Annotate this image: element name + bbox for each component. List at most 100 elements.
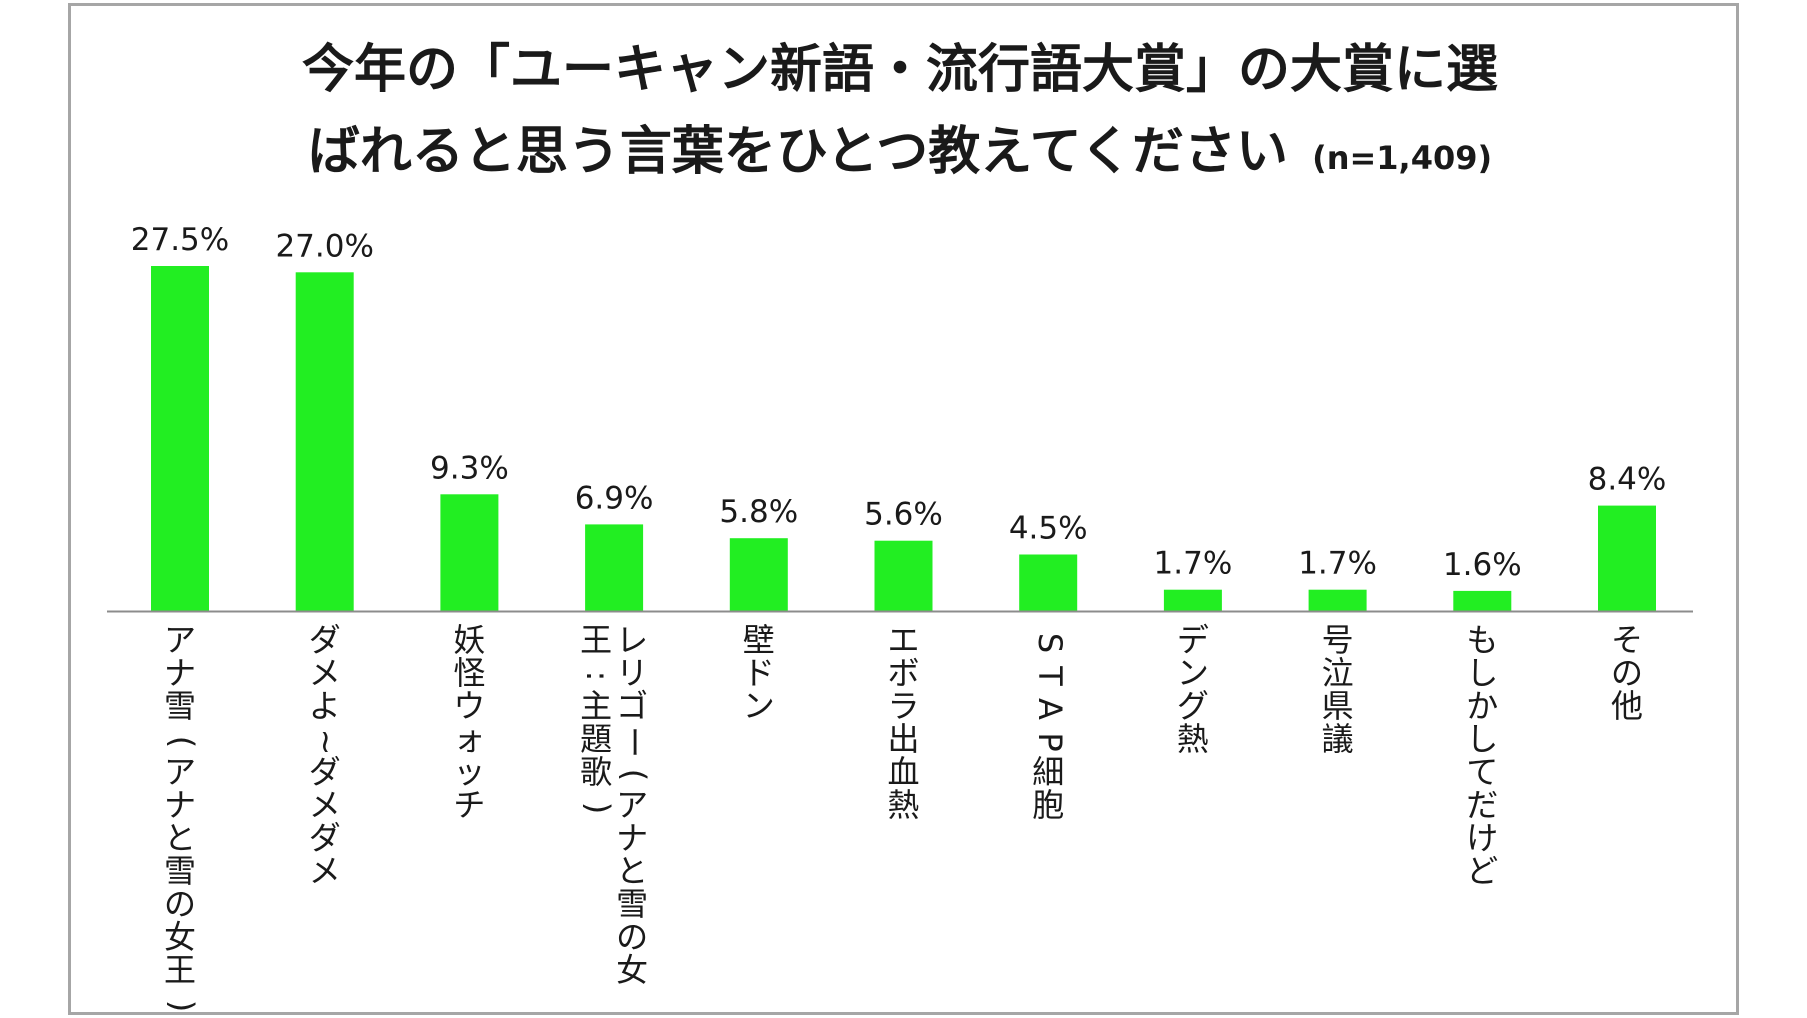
- category-char: 泣: [1322, 654, 1354, 692]
- bar-11: [1598, 505, 1656, 611]
- category-char: て: [1466, 753, 1498, 791]
- bar-10: [1453, 590, 1512, 611]
- category-char: 題: [580, 720, 612, 758]
- category-char: 出: [887, 720, 919, 758]
- category-char: よ: [309, 687, 341, 725]
- value-labels-group: 27.5% 27.0% 9.3% 6.9% 5.8% 5.6% 4.5% 1.7% 1.7% 1.…: [131, 222, 1667, 583]
- category-char: 細: [1032, 753, 1064, 791]
- category-char: ): [579, 802, 617, 814]
- bar-1: [151, 266, 209, 611]
- category-char: ): [163, 1000, 201, 1012]
- category-char: ッ: [453, 753, 485, 791]
- sample-size: (n=1,409): [1312, 139, 1493, 177]
- category-char: 女: [616, 951, 648, 989]
- category-label-11: その他: [1611, 621, 1643, 725]
- category-char: し: [1466, 720, 1498, 758]
- value-label-1: 27.5%: [131, 222, 229, 258]
- category-char: ォ: [453, 720, 485, 758]
- bar-6: [874, 540, 933, 611]
- value-label-5: 5.8%: [719, 494, 798, 530]
- category-char: グ: [1177, 687, 1209, 725]
- category-char: 歌: [580, 753, 612, 791]
- category-char: 胞: [1032, 786, 1064, 824]
- category-char: メ: [309, 852, 341, 890]
- category-char: け: [1466, 819, 1498, 857]
- chart-title-line-2: ばれると思う言葉をひとつ教えてください (n=1,409): [150, 122, 1650, 188]
- category-char: も: [1466, 621, 1498, 659]
- bar-3: [440, 494, 499, 611]
- category-char: ダ: [309, 819, 341, 857]
- bar-7: [1019, 554, 1078, 611]
- bar-8: [1163, 589, 1222, 611]
- category-char: 雪: [164, 852, 196, 890]
- category-label-5: 壁ドン: [743, 621, 775, 725]
- category-labels-group: アナ雪(アナと雪の女王)ダメよ~ダメダメ妖怪ウォッチレリゴー(アナと雪の女王:主…: [163, 621, 1643, 1012]
- category-char: P: [1031, 732, 1069, 751]
- category-char: 雪: [164, 687, 196, 725]
- category-char: そ: [1611, 621, 1643, 659]
- category-char: 議: [1322, 720, 1354, 758]
- category-char: デ: [1177, 621, 1209, 659]
- category-char: ン: [1177, 654, 1209, 692]
- category-char: 血: [887, 753, 919, 791]
- category-char: ア: [164, 621, 196, 659]
- category-char: ~: [308, 729, 346, 756]
- value-label-4: 6.9%: [575, 480, 654, 516]
- category-char: ダ: [309, 753, 341, 791]
- category-char: S: [1031, 633, 1069, 653]
- category-char: エ: [887, 621, 919, 659]
- category-char: (: [163, 736, 201, 748]
- value-label-11: 8.4%: [1588, 462, 1667, 498]
- category-char: 号: [1322, 621, 1354, 659]
- category-char: 熱: [887, 786, 919, 824]
- bar-5: [729, 538, 788, 611]
- category-char: の: [164, 885, 196, 923]
- category-char: ラ: [887, 687, 919, 725]
- value-label-3: 9.3%: [430, 450, 509, 486]
- category-char: 雪: [616, 885, 648, 923]
- category-char: ど: [1466, 852, 1498, 890]
- category-char: と: [616, 852, 648, 890]
- category-char: だ: [1466, 786, 1498, 824]
- category-char: か: [1466, 687, 1498, 725]
- category-char: ダ: [309, 621, 341, 659]
- category-char: メ: [309, 654, 341, 692]
- category-char: ゴ: [616, 687, 648, 725]
- bar-9: [1308, 589, 1367, 611]
- value-label-10: 1.6%: [1443, 547, 1522, 583]
- category-char: 壁: [743, 621, 775, 659]
- category-char: リ: [616, 654, 648, 692]
- category-char: 県: [1322, 687, 1354, 725]
- category-char: ナ: [164, 654, 196, 692]
- category-char: ー: [615, 726, 653, 758]
- category-char: ナ: [616, 819, 648, 857]
- category-char: ウ: [453, 687, 485, 725]
- category-char: ン: [743, 687, 775, 725]
- category-char: ア: [616, 786, 648, 824]
- title-text-2: ばれると思う言葉をひとつ教えてください: [307, 122, 1289, 182]
- category-char: 王: [164, 951, 196, 989]
- category-char: ボ: [887, 654, 919, 692]
- category-char: メ: [309, 786, 341, 824]
- category-char: ナ: [164, 786, 196, 824]
- chart-title-line-1: 今年の「ユーキャン新語・流行語大賞」の大賞に選: [150, 40, 1650, 100]
- category-char: 妖: [453, 621, 485, 659]
- title-text-1: 今年の「ユーキャン新語・流行語大賞」の大賞に選: [301, 40, 1498, 100]
- category-char: ド: [743, 654, 775, 692]
- category-char: 怪: [453, 654, 485, 692]
- category-char: 王: [580, 621, 612, 659]
- value-label-6: 5.6%: [864, 497, 943, 533]
- category-char: レ: [616, 621, 648, 659]
- bars-group: [151, 266, 1656, 611]
- category-char: 熱: [1177, 720, 1209, 758]
- category-char: の: [1611, 654, 1643, 692]
